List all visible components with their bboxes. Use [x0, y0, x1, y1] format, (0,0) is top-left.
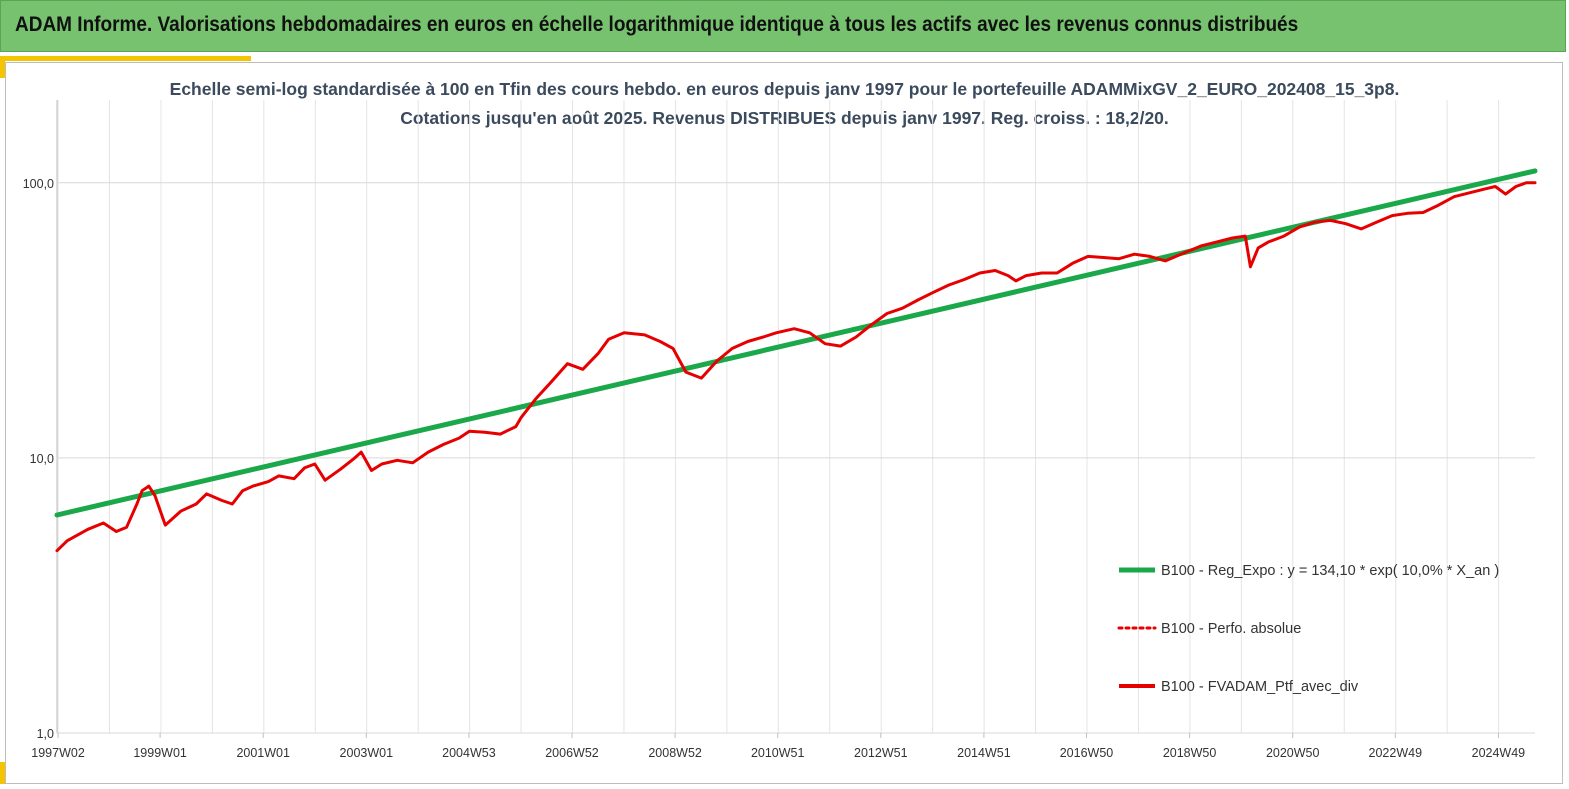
x-tick-label: 2001W01 [236, 746, 290, 760]
accent-bar-bottom [0, 762, 5, 784]
legend-label: B100 - Perfo. absolue [1161, 621, 1301, 637]
y-tick-label: 100,0 [23, 177, 54, 191]
x-gridlines [56, 100, 1535, 734]
accent-bar-top [3, 56, 251, 61]
y-tick-label: 10,0 [30, 452, 54, 466]
x-tick-label: 2010W51 [751, 746, 805, 760]
x-tick-labels: 1997W02 1999W01 2001W01 2003W01 2004W53 2006W… [31, 733, 1525, 760]
x-tick-label: 2020W50 [1266, 746, 1320, 760]
legend-item-perfo-absolue: B100 - Perfo. absolue [1117, 621, 1301, 637]
x-tick-label: 2024W49 [1472, 746, 1526, 760]
page-title: ADAM Informe. Valorisations hebdomadaire… [15, 13, 1299, 36]
x-tick-label: 2003W01 [340, 746, 394, 760]
legend-label: B100 - Reg_Expo : y = 134,10 * exp( 10,0… [1161, 563, 1499, 579]
header-bar: ADAM Informe. Valorisations hebdomadaire… [0, 0, 1566, 52]
accent-bar-left [0, 56, 5, 78]
x-tick-label: 2008W52 [648, 746, 702, 760]
legend: B100 - Reg_Expo : y = 134,10 * exp( 10,0… [1117, 563, 1499, 695]
x-tick-label: 2016W50 [1060, 746, 1114, 760]
legend-item-regression: B100 - Reg_Expo : y = 134,10 * exp( 10,0… [1119, 563, 1499, 579]
x-tick-label: 2014W51 [957, 746, 1011, 760]
x-tick-label: 2022W49 [1369, 746, 1423, 760]
x-tick-label: 2012W51 [854, 746, 908, 760]
y-tick-label: 1,0 [37, 727, 54, 741]
y-gridlines [57, 182, 1535, 734]
legend-label: B100 - FVADAM_Ptf_avec_div [1161, 679, 1359, 695]
chart-title: Echelle semi-log standardisée à 100 en T… [169, 79, 1400, 99]
x-tick-label: 1999W01 [133, 746, 187, 760]
chart-frame [5, 62, 1563, 784]
legend-item-portfolio: B100 - FVADAM_Ptf_avec_div [1119, 679, 1359, 695]
series-layer [54, 168, 1538, 553]
portfolio-line [55, 181, 1537, 553]
x-tick-label: 2006W52 [545, 746, 599, 760]
x-tick-label: 2018W50 [1163, 746, 1217, 760]
regression-line [54, 168, 1538, 518]
y-tick-labels: 1,0 10,0 100,0 [23, 177, 54, 741]
x-tick-label: 1997W02 [31, 746, 85, 760]
chart-subtitle: Cotations jusqu'en août 2025. Revenus DI… [400, 108, 1169, 128]
x-tick-label: 2004W53 [442, 746, 496, 760]
